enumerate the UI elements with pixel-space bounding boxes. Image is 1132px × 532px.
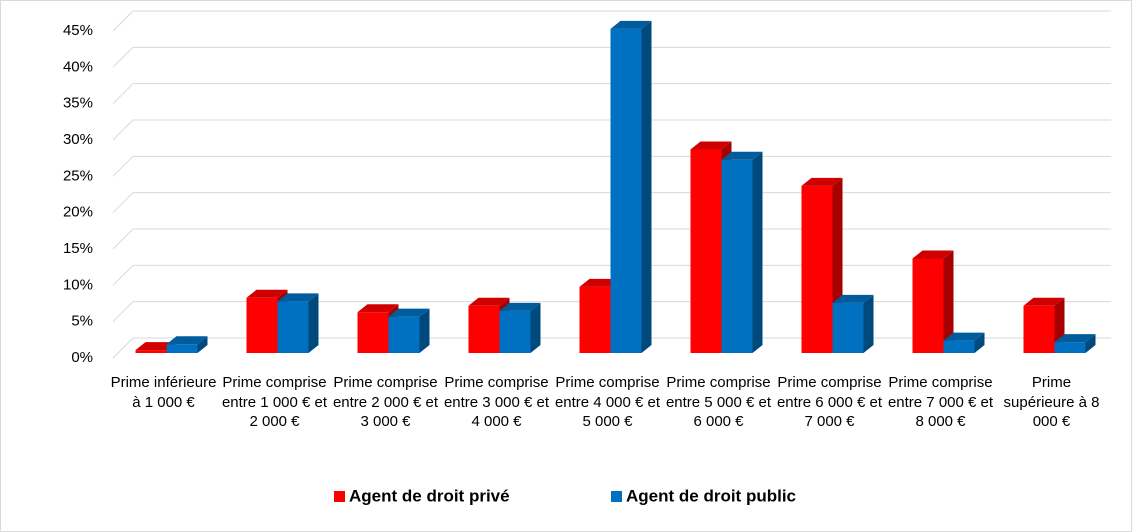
bar <box>801 177 843 353</box>
bar-front <box>832 302 864 353</box>
grid-line <box>112 337 1111 359</box>
y-tick-label: 0% <box>71 349 93 366</box>
bar-front <box>1023 305 1055 353</box>
y-tick-label: 35% <box>63 95 93 112</box>
grid-line <box>112 119 1111 141</box>
bar <box>277 293 319 353</box>
bar <box>1054 334 1096 353</box>
bar-front <box>579 286 611 353</box>
bar-top <box>277 293 319 302</box>
bar-side <box>419 308 430 353</box>
bar-side <box>197 336 208 353</box>
bar <box>388 308 430 353</box>
bar-side <box>1085 334 1096 353</box>
x-tick-label: Prime comprise entre 1 000 € et 2 000 € <box>221 374 328 430</box>
x-tick-label: Prime comprise entre 7 000 € et 8 000 € <box>887 374 994 430</box>
bar-front <box>801 185 833 353</box>
bar-front <box>721 159 753 353</box>
bar <box>832 294 874 353</box>
bar-top <box>801 177 843 186</box>
grid-line <box>112 228 1111 250</box>
bar-top <box>832 294 874 303</box>
bar-top <box>610 20 652 29</box>
x-tick-label: Prime comprise entre 4 000 € et 5 000 € <box>554 374 661 430</box>
grid-line <box>112 46 1111 68</box>
bar-top <box>690 141 732 150</box>
y-tick-label: 40% <box>63 58 93 75</box>
bar-front <box>468 305 500 353</box>
x-tick-label: Prime comprise entre 3 000 € et 4 000 € <box>443 374 550 430</box>
bar-top <box>246 289 288 298</box>
x-tick-label: Prime inférieure à 1 000 € <box>110 374 217 411</box>
bar-front <box>246 297 278 353</box>
bar-side <box>863 294 874 353</box>
x-tick-label: Prime comprise entre 5 000 € et 6 000 € <box>665 374 772 430</box>
grid-line <box>112 264 1111 286</box>
x-tick-label: Prime comprise entre 6 000 € et 7 000 € <box>776 374 883 430</box>
bar <box>912 250 954 353</box>
bar-front <box>388 316 420 353</box>
y-tick-label: 25% <box>63 167 93 184</box>
y-tick-label: 20% <box>63 204 93 221</box>
bar-side <box>308 293 319 353</box>
bar-top <box>166 336 208 345</box>
bar-top <box>721 151 763 160</box>
bar <box>499 302 541 353</box>
x-tick-label: Prime comprise entre 2 000 € et 3 000 € <box>332 374 439 430</box>
y-tick-label: 45% <box>63 22 93 39</box>
grid-line <box>112 10 1111 32</box>
bar-top <box>579 278 621 287</box>
legend-swatch <box>334 491 345 502</box>
bar-front <box>610 28 642 353</box>
bar-top <box>135 342 177 351</box>
bar-top <box>943 332 985 341</box>
grid-line <box>112 155 1111 177</box>
bar <box>943 332 985 353</box>
bar-side <box>974 332 985 353</box>
grid-line <box>112 301 1111 323</box>
bar-front <box>912 258 944 353</box>
bar-front <box>943 340 975 353</box>
grid-line <box>112 192 1111 214</box>
bar-front <box>1054 342 1086 353</box>
bar-front <box>135 350 167 353</box>
x-tick-label: Prime supérieure à 8 000 € <box>1003 374 1100 430</box>
legend-label: Agent de droit public <box>626 486 796 505</box>
bar-front <box>690 149 722 353</box>
bar-top <box>468 297 510 306</box>
bar-side <box>752 151 763 353</box>
bar-top <box>912 250 954 259</box>
bar-top <box>1054 334 1096 343</box>
y-tick-label: 30% <box>63 131 93 148</box>
y-tick-label: 10% <box>63 276 93 293</box>
bar-top <box>357 304 399 313</box>
bar-front <box>499 310 531 353</box>
bar-front <box>277 301 309 353</box>
legend-swatch <box>611 491 622 502</box>
bar <box>610 20 652 353</box>
legend-label: Agent de droit privé <box>349 486 510 505</box>
grid-line <box>112 83 1111 105</box>
bar-front <box>166 344 198 353</box>
bar-side <box>530 302 541 353</box>
bar <box>721 151 763 353</box>
y-tick-label: 5% <box>71 313 93 330</box>
bar-side <box>641 20 652 353</box>
bar-top <box>1023 297 1065 306</box>
bar-side <box>943 250 954 353</box>
bar-front <box>357 312 389 353</box>
bar <box>166 336 208 353</box>
bar-top <box>499 302 541 311</box>
bar-top <box>388 308 430 317</box>
y-tick-label: 15% <box>63 240 93 257</box>
